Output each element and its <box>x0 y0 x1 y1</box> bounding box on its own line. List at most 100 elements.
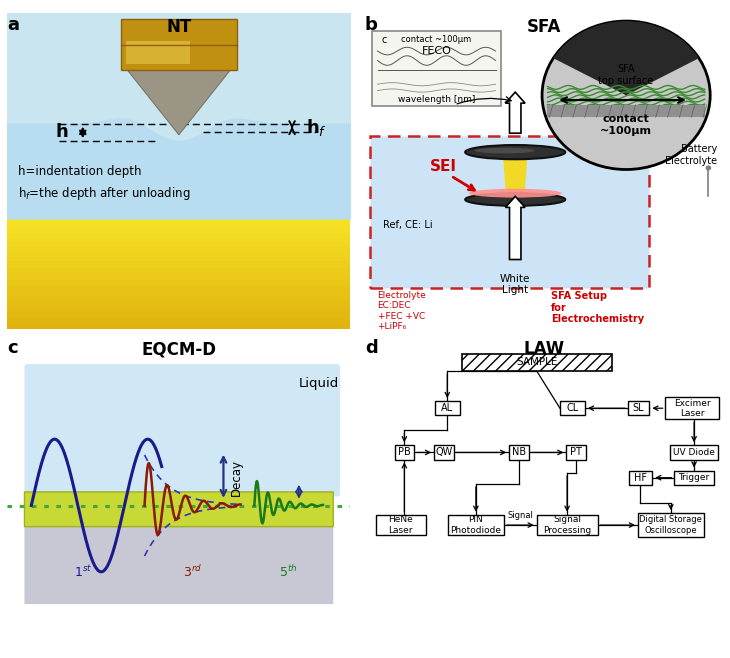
FancyArrow shape <box>505 196 525 259</box>
Text: Digital Storage
Oscilloscope: Digital Storage Oscilloscope <box>639 515 702 535</box>
Bar <box>7 280 350 284</box>
Bar <box>7 230 350 234</box>
Text: Decay: Decay <box>230 459 242 495</box>
Text: LAW: LAW <box>523 340 564 359</box>
Bar <box>7 287 350 291</box>
Text: CL: CL <box>566 403 579 413</box>
Bar <box>434 445 453 459</box>
Bar <box>7 222 350 226</box>
Text: Signal: Signal <box>507 511 533 520</box>
Text: d: d <box>365 339 377 357</box>
Bar <box>461 354 612 371</box>
Text: c: c <box>7 339 18 357</box>
Text: SAMPLE: SAMPLE <box>516 357 558 367</box>
Bar <box>7 306 350 310</box>
Bar <box>666 397 719 419</box>
Bar <box>7 295 350 299</box>
Bar <box>509 445 529 459</box>
Circle shape <box>705 165 711 170</box>
Text: Trigger: Trigger <box>678 473 710 482</box>
Bar <box>7 215 350 219</box>
Text: SEI: SEI <box>429 159 456 174</box>
Text: h: h <box>55 124 69 141</box>
Text: White
Light: White Light <box>500 274 531 295</box>
Text: contact
~100μm: contact ~100μm <box>600 114 652 136</box>
Bar <box>7 276 350 280</box>
Text: wavelength [nm]: wavelength [nm] <box>398 95 475 104</box>
Bar <box>548 105 705 117</box>
Bar <box>7 317 350 321</box>
FancyBboxPatch shape <box>370 136 650 288</box>
Bar <box>7 310 350 314</box>
Bar <box>7 298 350 303</box>
Ellipse shape <box>474 147 534 153</box>
Text: h$_f$: h$_f$ <box>306 117 326 138</box>
Bar <box>560 401 585 415</box>
Bar <box>7 249 350 253</box>
Text: b: b <box>365 16 378 34</box>
Bar <box>7 245 350 249</box>
Bar <box>7 272 350 276</box>
Text: PT: PT <box>570 447 582 457</box>
Text: 5$^{th}$: 5$^{th}$ <box>280 565 298 580</box>
Text: FECO: FECO <box>422 46 451 57</box>
Text: QW: QW <box>435 447 453 457</box>
Text: h$_f$=the depth after unloading: h$_f$=the depth after unloading <box>18 185 190 202</box>
Bar <box>7 291 350 295</box>
Text: EQCM-D: EQCM-D <box>142 340 216 359</box>
Text: AL: AL <box>441 403 453 413</box>
Bar <box>448 515 504 536</box>
Text: h=indentation depth: h=indentation depth <box>18 164 141 178</box>
Bar <box>7 253 350 257</box>
Bar <box>7 325 350 329</box>
Text: HeNe
Laser: HeNe Laser <box>388 515 413 535</box>
Text: SL: SL <box>633 403 645 413</box>
Bar <box>7 321 350 325</box>
Bar <box>120 20 237 70</box>
FancyBboxPatch shape <box>372 30 501 107</box>
Text: PB: PB <box>398 447 411 457</box>
Bar <box>7 234 350 238</box>
Bar <box>7 265 350 268</box>
Text: SFA: SFA <box>526 18 561 36</box>
Text: a: a <box>7 16 19 34</box>
Text: SFA Setup
for
Electrochemistry: SFA Setup for Electrochemistry <box>551 291 644 324</box>
Text: HF: HF <box>634 472 647 483</box>
Bar <box>566 445 586 459</box>
Bar <box>7 13 350 218</box>
Bar <box>7 226 350 230</box>
Ellipse shape <box>469 189 562 197</box>
Text: Signal
Processing: Signal Processing <box>543 515 591 535</box>
Text: Liquid: Liquid <box>299 376 339 390</box>
Polygon shape <box>503 152 528 199</box>
FancyBboxPatch shape <box>24 364 340 497</box>
FancyArrow shape <box>505 92 525 133</box>
Bar <box>670 445 718 459</box>
Bar <box>126 41 190 64</box>
Bar <box>394 445 414 459</box>
FancyBboxPatch shape <box>24 526 333 604</box>
Text: c: c <box>381 36 386 45</box>
Bar <box>537 515 597 536</box>
Wedge shape <box>553 21 699 95</box>
Circle shape <box>542 21 710 170</box>
Bar <box>7 261 350 265</box>
Text: SFA
top surface: SFA top surface <box>599 64 654 86</box>
Bar <box>638 513 704 537</box>
Bar <box>628 401 650 415</box>
Bar <box>435 401 460 415</box>
Bar <box>7 268 350 272</box>
Bar <box>629 470 652 485</box>
Bar <box>7 257 350 261</box>
Text: NB: NB <box>512 447 526 457</box>
Text: 1$^{st}$: 1$^{st}$ <box>74 565 92 580</box>
Bar <box>675 470 714 485</box>
Bar <box>376 515 426 536</box>
Text: 3$^{rd}$: 3$^{rd}$ <box>183 565 202 580</box>
Bar <box>7 313 350 318</box>
Bar <box>7 218 350 223</box>
FancyBboxPatch shape <box>24 492 333 526</box>
Text: PIN
Photodiode: PIN Photodiode <box>450 515 502 535</box>
Bar <box>7 302 350 306</box>
Polygon shape <box>127 70 230 135</box>
